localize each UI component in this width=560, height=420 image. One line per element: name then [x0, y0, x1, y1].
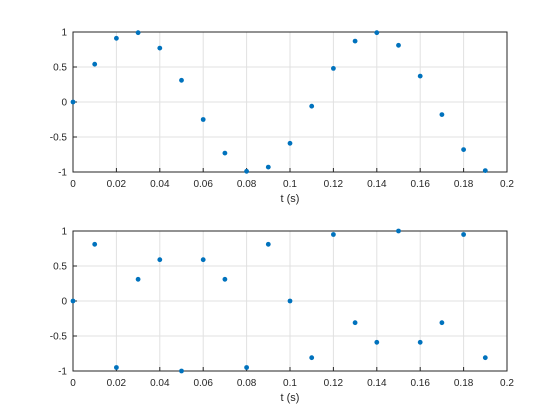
bottom-data-point — [396, 228, 401, 234]
bottom-x-tick-label: 0 — [70, 378, 76, 389]
bottom-data-point — [417, 339, 423, 345]
bottom-y-tick-label: 0 — [61, 297, 67, 308]
bottom-x-tick-label: 0.1 — [283, 378, 297, 389]
top-x-axis-label: t (s) — [281, 193, 300, 205]
bottom-x-tick-label: 0.04 — [150, 378, 170, 389]
bottom-data-point — [439, 320, 445, 326]
bottom-data-point — [157, 257, 163, 263]
bottom-data-point — [461, 232, 466, 237]
bottom-data-point — [135, 276, 141, 282]
top-data-point — [244, 168, 250, 174]
bottom-x-tick-label: 0.08 — [237, 378, 257, 389]
bottom-data-point — [331, 232, 336, 237]
bottom-y-tick-label: -1 — [58, 367, 67, 378]
top-data-point — [287, 140, 293, 146]
top-x-tick-label: 0.14 — [367, 179, 387, 190]
top-x-tick-label: 0.08 — [237, 179, 257, 190]
top-x-tick-label: 0.04 — [150, 179, 170, 190]
bottom-data-point — [482, 355, 488, 361]
top-data-point — [417, 73, 423, 79]
bottom-data-point — [114, 365, 119, 370]
top-x-tick-label: 0.06 — [193, 179, 213, 190]
top-x-tick-label: 0.16 — [410, 179, 430, 190]
bottom-data-point — [70, 298, 76, 304]
bottom-data-point — [200, 257, 206, 263]
top-data-point — [135, 30, 141, 36]
bottom-x-tick-label: 0.2 — [500, 378, 514, 389]
top-data-point — [461, 147, 466, 153]
bottom-x-tick-label: 0.18 — [454, 378, 474, 389]
bottom-data-point — [92, 241, 98, 247]
top-data-point — [179, 77, 184, 83]
top-y-tick-label: 1 — [61, 28, 67, 39]
bottom-x-tick-label: 0.12 — [324, 378, 344, 389]
top-x-tick-label: 0.18 — [454, 179, 474, 190]
bottom-data-point — [352, 320, 358, 326]
top-x-tick-label: 0.12 — [324, 179, 344, 190]
top-data-point — [374, 30, 380, 36]
bottom-data-point — [374, 339, 380, 345]
top-x-tick-label: 0.2 — [500, 179, 514, 190]
bottom-data-point — [244, 365, 250, 370]
top-x-tick-label: 0.02 — [107, 179, 127, 190]
top-plot: 0 0.02 0.04 0.06 0.08 0.1 0.12 0.14 0.16 0.18 0.2 -… — [50, 28, 515, 206]
top-x-tick-label: 0 — [70, 179, 76, 190]
top-data-point — [200, 117, 206, 122]
top-data-point — [309, 103, 315, 109]
top-data-point — [157, 45, 163, 51]
top-data-point — [352, 38, 358, 44]
bottom-data-point — [222, 276, 228, 282]
bottom-y-tick-label: 1 — [61, 227, 67, 238]
bottom-y-tick-label: -0.5 — [50, 332, 68, 343]
bottom-x-axis-label: t (s) — [281, 392, 300, 404]
top-y-tick-label: 0.5 — [53, 63, 67, 74]
bottom-data-point — [309, 355, 315, 361]
top-data-point — [396, 42, 401, 48]
bottom-plot: 0 0.02 0.04 0.06 0.08 0.1 0.12 0.14 0.16 0.18 0.2 -… — [50, 227, 515, 405]
bottom-data-point — [179, 368, 184, 374]
top-data-point — [114, 35, 119, 41]
bottom-data-point — [287, 298, 293, 304]
top-x-tick-label: 0.1 — [283, 179, 297, 190]
top-y-tick-label: -0.5 — [50, 133, 68, 144]
top-data-point — [92, 61, 98, 67]
bottom-x-tick-label: 0.16 — [410, 378, 430, 389]
bottom-x-tick-label: 0.06 — [193, 378, 213, 389]
top-data-point — [331, 66, 336, 71]
bottom-data-point — [265, 241, 271, 247]
top-data-point — [70, 99, 76, 105]
bottom-x-tick-label: 0.02 — [107, 378, 127, 389]
top-data-point — [439, 112, 445, 117]
top-y-tick-label: -1 — [58, 168, 67, 179]
top-data-point — [222, 150, 228, 156]
bottom-y-tick-label: 0.5 — [53, 262, 67, 273]
top-data-point — [265, 164, 271, 170]
top-data-point — [482, 168, 488, 174]
top-y-tick-label: 0 — [61, 98, 67, 109]
bottom-x-tick-label: 0.14 — [367, 378, 387, 389]
